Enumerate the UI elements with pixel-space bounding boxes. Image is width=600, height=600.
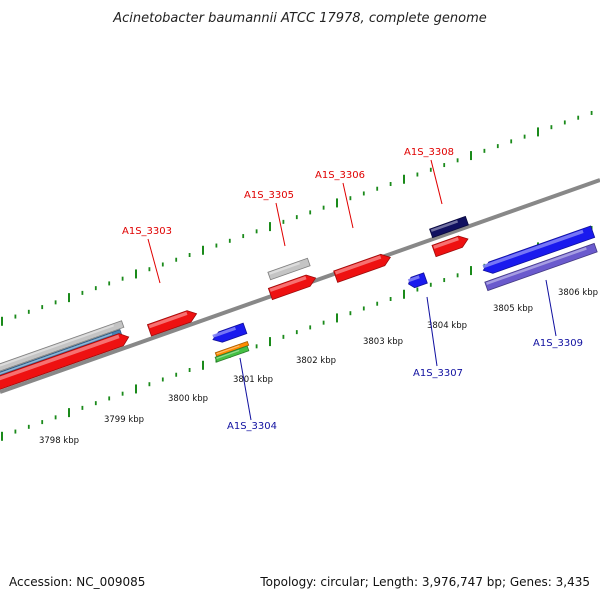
feature-navy-3308: [429, 215, 469, 239]
gene-label-A1S_3304: A1S_3304: [227, 421, 277, 432]
label-leader-line: [239, 357, 252, 421]
accession-text: Accession: NC_009085: [9, 575, 145, 589]
gene-label-A1S_3303: A1S_3303: [122, 226, 172, 237]
label-leader-line: [426, 296, 438, 367]
scale-label: 3801 kbp: [233, 375, 273, 385]
label-leader-line: [430, 159, 443, 205]
label-leader-line: [545, 279, 557, 337]
gene-A1S_3307: [407, 272, 428, 289]
scale-label: 3806 kbp: [558, 288, 598, 298]
scale-label: 3802 kbp: [296, 356, 336, 366]
gene-label-A1S_3306: A1S_3306: [315, 170, 365, 181]
gene-label-A1S_3308: A1S_3308: [404, 147, 454, 158]
label-leader-line: [147, 238, 161, 284]
scale-label: 3805 kbp: [493, 304, 533, 314]
topology-summary-text: Topology: circular; Length: 3,976,747 bp…: [259, 575, 590, 589]
gene-A1S_3308: [431, 235, 469, 258]
gene-A1S_3306: [333, 253, 391, 283]
gene-label-A1S_3309: A1S_3309: [533, 338, 583, 349]
scale-label: 3804 kbp: [427, 321, 467, 331]
feature-green-3304: [214, 345, 250, 363]
feature-orange-3304: [214, 340, 250, 358]
gene-A1S_3309: [482, 225, 596, 274]
gene-label-A1S_3307: A1S_3307: [413, 368, 463, 379]
feature-lavender-3309: [484, 242, 598, 292]
label-leader-line: [342, 182, 354, 229]
gene-label-A1S_3305: A1S_3305: [244, 190, 294, 201]
map-tracks: 3798 kbp 3799 kbp 3800 kbp 3801 kbp 3802 kbp…: [0, 110, 600, 446]
scale-label: 3803 kbp: [363, 337, 403, 347]
scale-label: 3798 kbp: [39, 436, 79, 446]
scale-label: 3800 kbp: [168, 394, 208, 404]
map-title: Acinetobacter baumannii ATCC 17978, comp…: [112, 11, 487, 26]
gene-A1S_3305: [267, 274, 317, 301]
scale-label: 3799 kbp: [104, 415, 144, 425]
feature-gray-3305: [267, 257, 311, 281]
feature-gray-left: [0, 320, 125, 378]
gene-forward-left: [0, 333, 130, 394]
gene-A1S_3303: [146, 310, 198, 337]
gene-reverse-3304: [212, 322, 248, 343]
label-leader-line: [275, 202, 286, 247]
